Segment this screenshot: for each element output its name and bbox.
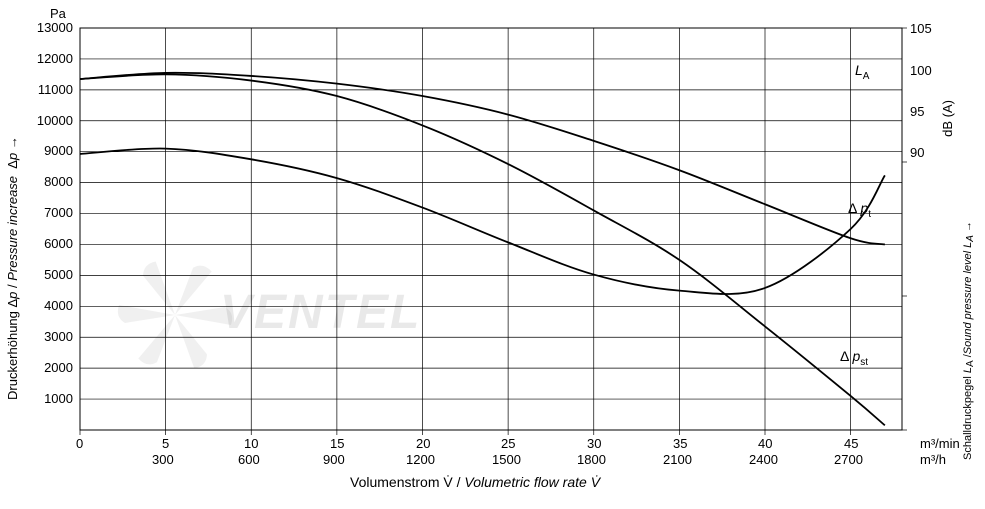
fan-performance-chart: Pa 13000 12000 11000 10000 9000 8000 700…	[0, 0, 985, 509]
plot-svg	[0, 0, 985, 509]
